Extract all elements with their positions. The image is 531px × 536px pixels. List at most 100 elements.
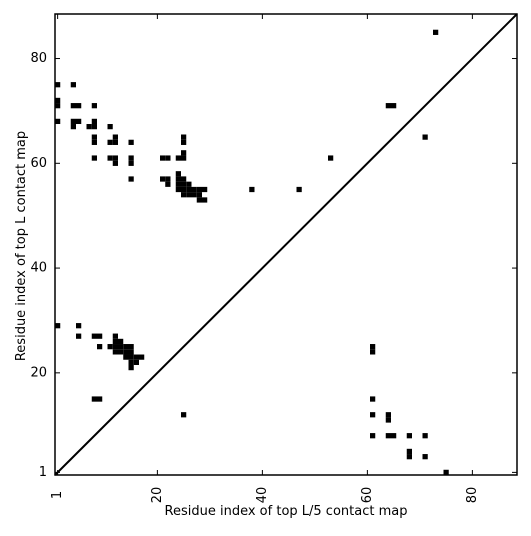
contact-cell-lower: [422, 454, 428, 460]
contact-cell-upper: [249, 186, 255, 193]
contact-cell-upper: [296, 186, 302, 193]
contact-cell-lower: [370, 433, 376, 439]
contact-cell-lower: [391, 433, 397, 439]
contact-cell-lower: [133, 354, 139, 360]
contact-cell-upper: [112, 160, 118, 166]
contact-cell-lower: [406, 454, 412, 460]
contact-cell-upper: [175, 186, 181, 193]
contact-cell-upper: [422, 134, 428, 140]
contact-cell-lower: [97, 333, 103, 339]
contact-cell-upper: [112, 139, 118, 145]
plot-frame: [54, 13, 518, 476]
contact-cell-lower: [370, 349, 376, 355]
contact-cell-upper: [70, 103, 76, 109]
contact-cell-upper: [165, 176, 171, 182]
contact-cell-lower: [97, 344, 103, 350]
contact-cell-lower: [370, 396, 376, 402]
y-tick-label: 60: [30, 156, 47, 171]
contact-cell-upper: [202, 186, 208, 193]
contact-cell-upper: [391, 103, 397, 109]
contact-cell-upper: [191, 192, 197, 198]
contact-cell-lower: [118, 344, 124, 350]
contact-cell-upper: [70, 118, 76, 125]
contact-cell-upper: [181, 176, 187, 182]
contact-cell-upper: [55, 97, 61, 104]
contact-cell-upper: [191, 186, 197, 193]
contact-cell-upper: [165, 155, 171, 161]
contact-cell-lower: [370, 344, 376, 350]
contact-cell-lower: [128, 354, 134, 360]
y-tick-label: 80: [30, 51, 47, 66]
contact-cell-lower: [112, 338, 118, 345]
contact-cell-upper: [91, 103, 97, 109]
y-axis-ticks: 1 20 40 60 80: [30, 51, 517, 480]
contact-cell-lower: [118, 338, 124, 345]
contact-cell-upper: [160, 155, 166, 161]
contact-cell-lower: [97, 396, 103, 402]
contact-cell-lower: [55, 323, 61, 329]
contact-cell-lower: [112, 333, 118, 339]
contact-cell-upper: [91, 118, 97, 125]
contact-cell-upper: [55, 82, 61, 88]
contact-cell-upper: [86, 124, 92, 130]
contact-cell-upper: [91, 139, 97, 145]
contact-cell-lower: [385, 433, 391, 439]
contact-cell-upper: [181, 186, 187, 193]
contact-cell-lower: [406, 433, 412, 439]
contact-cell-lower: [76, 333, 82, 339]
diagonal-line: [54, 13, 518, 476]
contact-cell-lower: [370, 412, 376, 418]
contact-cell-upper: [70, 82, 76, 88]
contact-cell-upper: [196, 192, 202, 198]
contact-cell-upper: [128, 139, 134, 145]
contact-cell-upper: [107, 155, 113, 161]
contact-cell-upper: [196, 186, 202, 193]
contact-cell-lower: [112, 344, 118, 350]
contact-cell-lower: [128, 364, 134, 371]
contact-cell-upper: [196, 197, 202, 203]
x-tick-label: 20: [150, 487, 165, 504]
contact-cell-upper: [181, 155, 187, 161]
contact-cell-upper: [70, 124, 76, 130]
contact-cell-upper: [91, 155, 97, 161]
contact-cell-upper: [186, 181, 192, 187]
contact-cell-upper: [112, 134, 118, 140]
contact-cell-upper: [202, 197, 208, 203]
contact-cell-upper: [175, 181, 181, 187]
contact-cell-upper: [385, 103, 391, 109]
contact-cell-lower: [76, 323, 82, 329]
lower-triangle-contacts: [55, 323, 449, 475]
contact-cell-lower: [133, 359, 139, 365]
contact-cell-upper: [91, 134, 97, 140]
contact-cell-lower: [91, 333, 97, 339]
contact-cell-lower: [123, 349, 129, 355]
upper-triangle-contacts: [55, 29, 439, 203]
contact-cell-lower: [91, 396, 97, 402]
y-tick-label: 1: [39, 465, 47, 480]
y-tick-label: 20: [30, 365, 47, 380]
contact-cell-upper: [181, 139, 187, 145]
x-tick-label: 40: [255, 487, 270, 504]
contact-cell-upper: [160, 176, 166, 182]
contact-cell-lower: [385, 412, 391, 418]
contact-cell-lower: [139, 354, 145, 360]
contact-cell-upper: [181, 150, 187, 156]
x-axis-label: Residue index of top L/5 contact map: [165, 504, 408, 519]
contact-cell-upper: [328, 155, 334, 161]
contact-cell-upper: [186, 192, 192, 198]
contact-cell-lower: [123, 344, 129, 350]
contact-cell-upper: [107, 124, 113, 130]
contact-cell-upper: [128, 160, 134, 166]
contact-cell-lower: [107, 344, 113, 350]
contact-cell-lower: [128, 349, 134, 355]
contact-cell-upper: [175, 171, 181, 177]
contact-cell-upper: [76, 103, 82, 109]
contact-cell-upper: [186, 186, 192, 193]
x-tick-label: 60: [360, 487, 375, 504]
contact-cell-lower: [123, 354, 129, 360]
contact-cell-lower: [443, 469, 449, 475]
contact-cell-upper: [107, 139, 113, 145]
contact-cell-upper: [55, 103, 61, 109]
contact-cell-lower: [385, 417, 391, 423]
contact-cell-lower: [128, 359, 134, 365]
